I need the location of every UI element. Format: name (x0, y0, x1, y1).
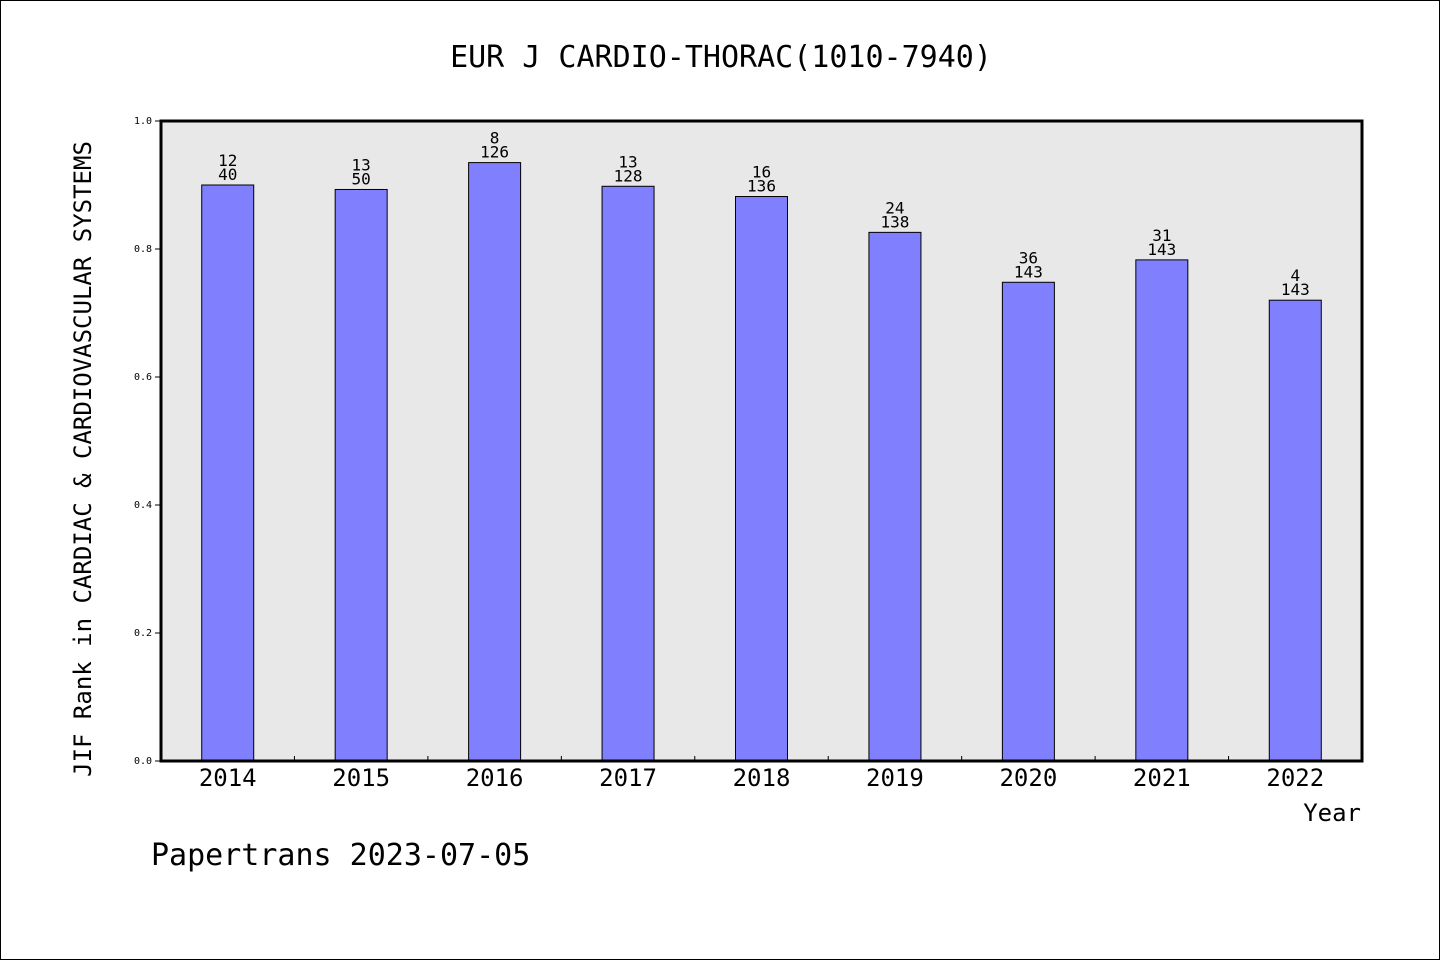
y-tick-label: 0.4 (134, 500, 152, 511)
x-tick-label: 2016 (466, 764, 524, 792)
bar-total-label: 136 (747, 177, 776, 196)
bar-2015 (334, 188, 388, 762)
chart-title: EUR J CARDIO-THORAC(1010-7940) (450, 40, 992, 75)
bar-rank-label: 36 (1019, 248, 1038, 267)
x-tick-label: 2021 (1133, 764, 1191, 792)
bar-rank-label: 4 (1290, 266, 1300, 285)
bar-rank-label: 31 (1152, 226, 1171, 245)
bar-total-label: 128 (614, 166, 643, 185)
footer-text: Papertrans 2023-07-05 (151, 838, 530, 873)
y-tick-label: 0.6 (134, 372, 152, 383)
bar-2022 (1268, 299, 1322, 762)
x-tick-label: 2022 (1266, 764, 1324, 792)
x-tick-label: 2017 (599, 764, 657, 792)
bar-2018 (735, 196, 788, 762)
y-tick-label: 1.0 (134, 116, 152, 127)
bar-total-label: 143 (1281, 280, 1310, 299)
x-tick-label: 2018 (733, 764, 791, 792)
bar-total-label: 143 (1014, 262, 1043, 281)
bar-total-label: 40 (218, 165, 237, 184)
x-tick-label: 2020 (999, 764, 1057, 792)
bar-2020 (1001, 281, 1055, 762)
y-tick-label: 0.8 (134, 244, 152, 255)
plot-border (159, 119, 1364, 763)
bar-rank-label: 16 (752, 163, 771, 182)
bar-rank-label: 12 (218, 151, 237, 170)
y-axis-label: JIF Rank in CARDIAC & CARDIOVASCULAR SYS… (69, 141, 97, 777)
x-tick-label: 2015 (332, 764, 390, 792)
x-axis-label: Year (1303, 799, 1361, 827)
bar-rank-label: 13 (618, 152, 637, 171)
y-tick-label: 0.2 (134, 628, 152, 639)
bar-rank-label: 24 (885, 198, 904, 217)
y-axis: 0.0 0.2 0.4 0.6 0.8 1.0 (134, 116, 161, 767)
bar-2017 (601, 185, 655, 762)
y-tick-label: 0.0 (134, 756, 152, 767)
x-axis: 2014 2015 2016 2017 2018 2019 2020 2021 2022 (199, 756, 1324, 792)
bar-2014 (201, 184, 255, 762)
x-tick-label: 2014 (199, 764, 257, 792)
bar-total-label: 126 (480, 143, 509, 162)
bar-rank-label: 8 (490, 129, 500, 148)
bar-total-label: 143 (1147, 240, 1176, 259)
bar-total-label: 50 (352, 169, 371, 188)
bar-2021 (1135, 259, 1189, 762)
bar-2019 (868, 231, 922, 762)
bar-rank-label: 13 (352, 155, 371, 174)
x-tick-label: 2019 (866, 764, 924, 792)
bar-total-label: 138 (880, 212, 909, 231)
bar-2016 (468, 162, 522, 762)
